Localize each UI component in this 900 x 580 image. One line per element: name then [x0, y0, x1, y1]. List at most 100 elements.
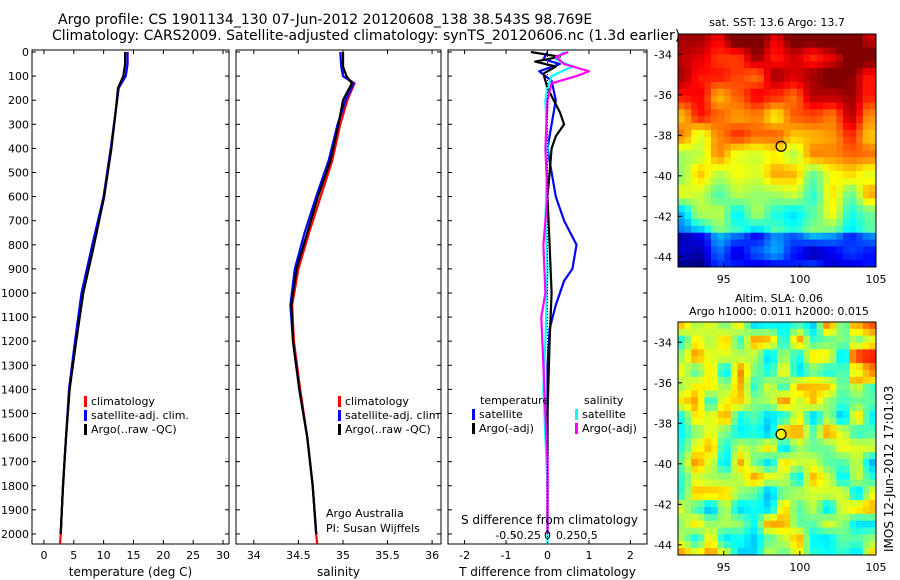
map-cell [691, 445, 699, 453]
map-cell [691, 171, 699, 179]
map-cell [823, 109, 831, 117]
map-cell [724, 431, 732, 440]
map-cell [691, 177, 699, 186]
map-cell [730, 342, 738, 351]
map-cell [796, 513, 804, 522]
map-cell [829, 424, 837, 433]
map-cell [750, 143, 758, 152]
map-cell [803, 164, 811, 172]
map-cell [737, 40, 745, 49]
map-cell [691, 541, 699, 549]
map-cell [816, 500, 824, 508]
map-cell [836, 376, 844, 385]
map-cell [704, 527, 712, 536]
map-cell [790, 34, 798, 42]
series-line-argo-raw-qc- [290, 52, 353, 535]
map-cell [823, 369, 831, 378]
map-cell [711, 520, 719, 529]
map-cell [843, 177, 851, 186]
map-cell [829, 246, 837, 254]
map-cell [829, 328, 837, 337]
map-cell [763, 472, 771, 481]
map-cell [829, 136, 837, 145]
map-cell [790, 232, 798, 241]
map-cell [803, 328, 811, 337]
map-cell [697, 198, 705, 206]
map-cell [770, 47, 778, 56]
map-cell [711, 411, 719, 419]
map-cell [711, 424, 719, 433]
map-cell [717, 356, 725, 364]
map-cell [770, 205, 778, 213]
map-cell [750, 225, 758, 234]
map-cell [717, 171, 725, 179]
map-cell [816, 411, 824, 419]
map-cell [790, 136, 798, 145]
map-cell [783, 459, 791, 467]
map-cell [757, 116, 765, 124]
map-cell [744, 61, 752, 69]
map-cell [711, 232, 719, 241]
map-cell [757, 81, 765, 90]
map-cell [777, 260, 785, 267]
map-cell [869, 253, 876, 261]
map-cell [684, 424, 692, 433]
map-cell [770, 34, 778, 42]
map-cell [862, 205, 870, 213]
map-cell [704, 459, 712, 467]
map-cell [823, 390, 831, 398]
map-cell [737, 520, 745, 529]
map-cell [757, 150, 765, 158]
map-cell [711, 40, 719, 49]
map-frame [677, 321, 877, 556]
map-cell [678, 205, 686, 213]
map-cell [711, 493, 719, 501]
map-y-tick-label: -36 [654, 377, 672, 390]
map-cell [829, 363, 837, 371]
map-cell [730, 349, 738, 357]
map-cell [836, 465, 844, 474]
map-frame [677, 33, 877, 268]
map-cell [678, 328, 686, 337]
map-cell [697, 404, 705, 412]
map-cell [849, 88, 857, 97]
map-cell [869, 493, 876, 501]
map-cell [763, 54, 771, 63]
map-cell [684, 212, 692, 220]
map-cell [790, 150, 798, 158]
map-cell [711, 177, 719, 186]
map-y-tick-label: -44 [654, 251, 672, 264]
map-cell [836, 417, 844, 426]
map-cell [823, 363, 831, 371]
map-cell [750, 376, 758, 385]
map-cell [697, 34, 705, 42]
map-cell [816, 61, 824, 69]
map-cell [691, 411, 699, 419]
map-cell [691, 198, 699, 206]
map-cell [737, 177, 745, 186]
map-cell [823, 527, 831, 536]
map-cell [862, 411, 870, 419]
map-cell [783, 40, 791, 49]
map-cell [757, 47, 765, 56]
map-cell [862, 225, 870, 234]
map-cell [790, 479, 798, 488]
map-cell [803, 88, 811, 97]
map-cell [869, 424, 876, 433]
map-cell [770, 376, 778, 385]
map-cell [757, 184, 765, 193]
map-cell [697, 219, 705, 227]
map-cell [790, 431, 798, 440]
map-cell [704, 486, 712, 494]
map-cell [717, 164, 725, 172]
map-cell [744, 424, 752, 433]
map-cell [730, 123, 738, 131]
map-cell [750, 322, 758, 330]
map-cell [803, 507, 811, 515]
map-cell [816, 171, 824, 179]
map-cell [869, 541, 876, 549]
map-cell [711, 383, 719, 392]
map-cell [750, 34, 758, 42]
map-cell [678, 246, 686, 254]
map-cell [684, 191, 692, 200]
